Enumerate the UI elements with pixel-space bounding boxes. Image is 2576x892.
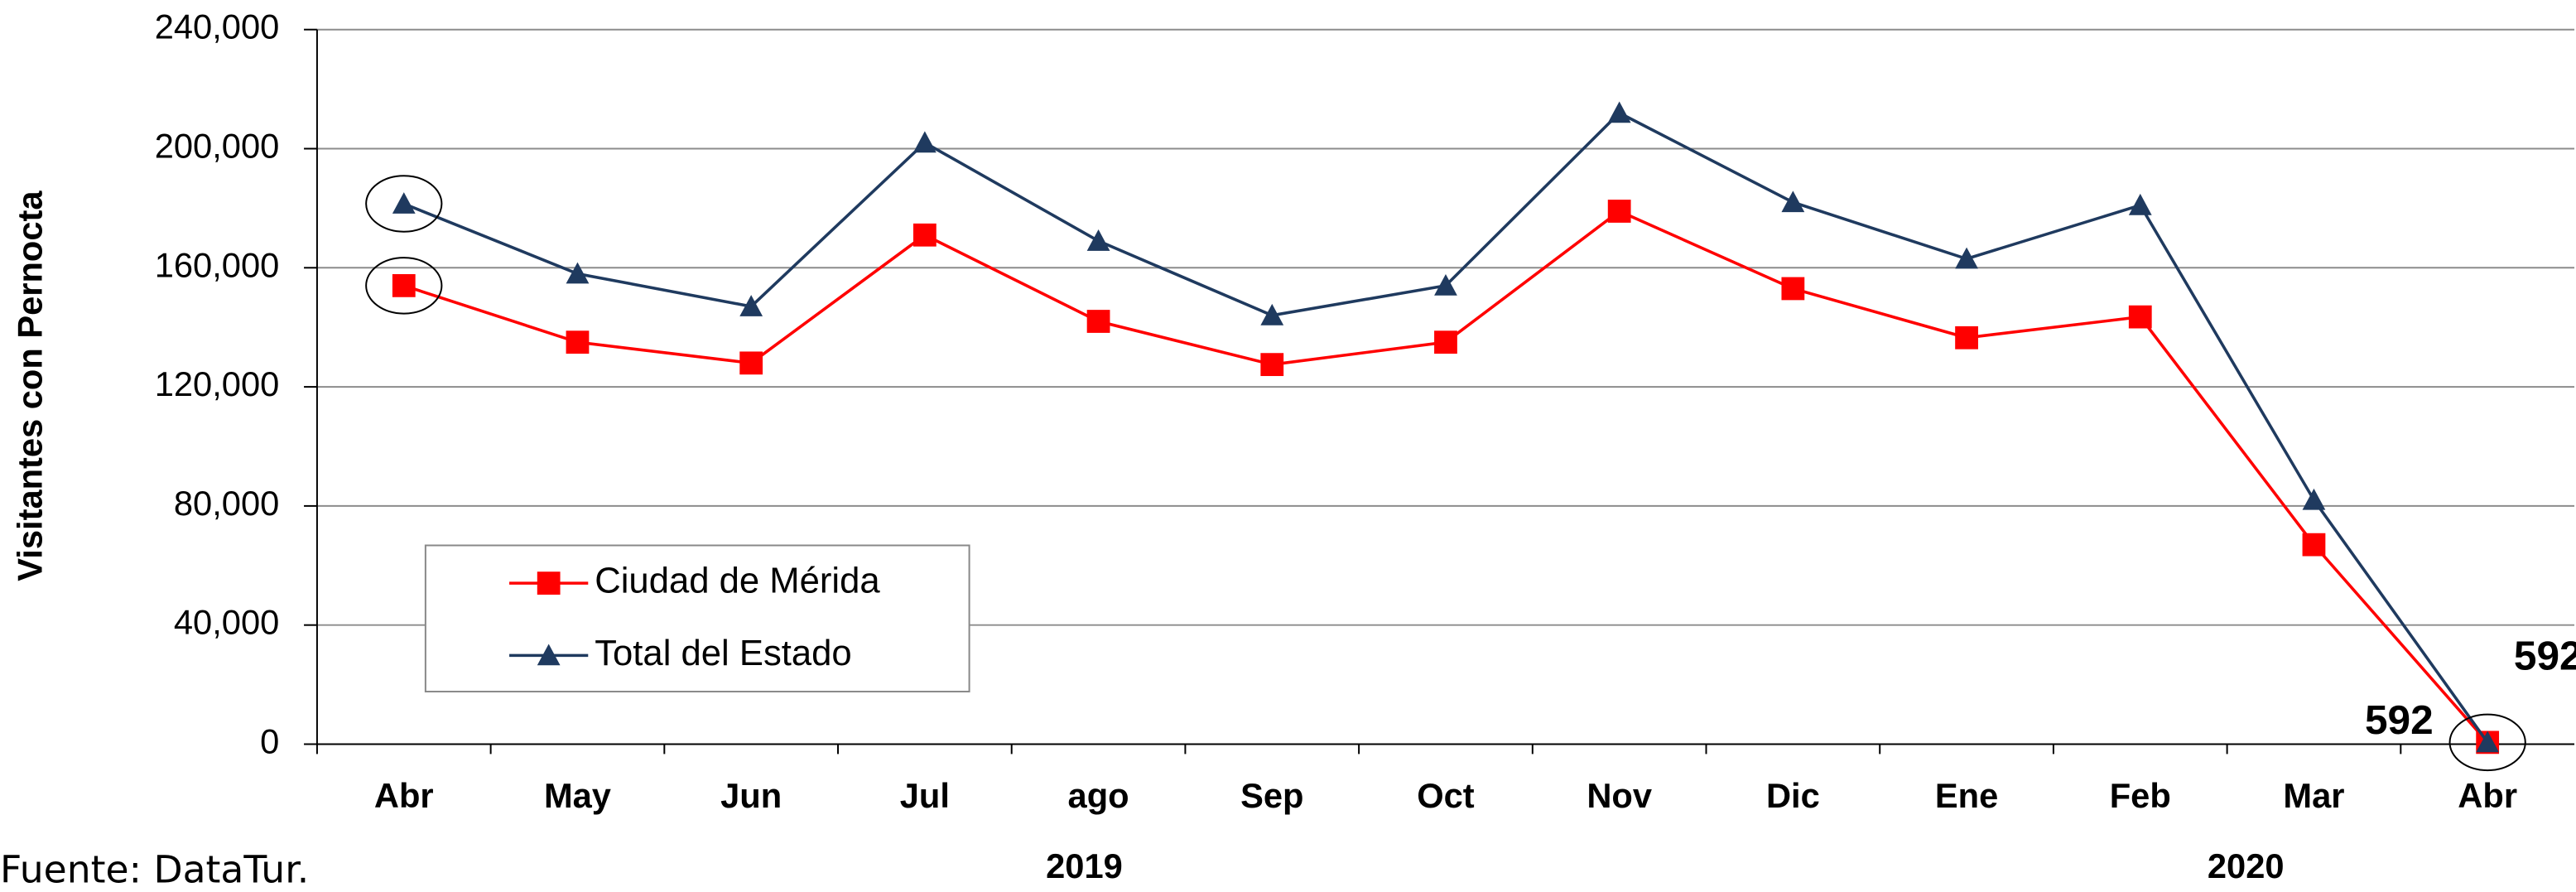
x-tick-label: Jun (720, 776, 782, 815)
marker (392, 192, 416, 214)
y-tick-label: 80,000 (174, 484, 279, 523)
x-tick-label: ago (1068, 776, 1129, 815)
marker (1086, 310, 1110, 333)
marker (2128, 193, 2152, 215)
source-note: Fuente: DataTur. (0, 848, 309, 892)
marker (1955, 247, 1978, 269)
marker (566, 262, 590, 284)
x-tick-label: Abr (374, 776, 434, 815)
y-tick-label: 200,000 (155, 127, 280, 166)
marker (2302, 533, 2326, 557)
x-tick-label: Nov (1587, 776, 1652, 815)
y-axis-label: Visitantes con Pernocta (11, 190, 50, 581)
marker (912, 223, 937, 247)
legend-label: Total del Estado (595, 633, 851, 673)
year-label: 2020 (2208, 846, 2285, 885)
marker (566, 330, 590, 354)
marker (392, 273, 416, 297)
marker (1260, 303, 1284, 325)
marker (912, 131, 937, 153)
marker (2302, 488, 2326, 510)
marker (1781, 190, 1805, 213)
highlight-circle (365, 257, 443, 315)
y-tick-label: 240,000 (155, 7, 280, 46)
marker (1086, 229, 1110, 251)
marker (739, 295, 763, 316)
highlight-circle (365, 175, 443, 233)
y-tick-label: 0 (260, 721, 279, 760)
marker (1434, 273, 1457, 296)
data-label: 592 (2514, 632, 2576, 678)
legend-box (424, 544, 970, 693)
marker (739, 351, 763, 375)
x-tick-label: Oct (1417, 776, 1475, 815)
x-tick-label: Dic (1766, 776, 1820, 815)
x-tick-label: Abr (2458, 776, 2517, 815)
marker (2476, 730, 2500, 753)
x-tick-label: Jul (900, 776, 950, 815)
marker (537, 571, 561, 595)
x-tick-label: May (544, 776, 611, 815)
marker (537, 644, 561, 666)
marker (1607, 101, 1631, 123)
y-tick-label: 40,000 (174, 603, 279, 642)
legend-label: Ciudad de Mérida (595, 561, 880, 601)
marker (1260, 353, 1284, 377)
marker (1434, 330, 1457, 354)
x-tick-label: Mar (2283, 776, 2344, 815)
data-label: 592 (2365, 697, 2434, 743)
marker (1955, 325, 1978, 350)
marker (2128, 305, 2152, 329)
year-label: 2019 (1046, 846, 1123, 885)
x-tick-label: Feb (2110, 776, 2171, 815)
x-tick-label: Sep (1240, 776, 1303, 815)
y-tick-label: 120,000 (155, 364, 280, 403)
marker (1781, 277, 1805, 301)
y-tick-label: 160,000 (155, 245, 280, 284)
x-tick-label: Ene (1935, 776, 1998, 815)
marker (1607, 200, 1631, 223)
highlight-circle (2448, 713, 2526, 772)
